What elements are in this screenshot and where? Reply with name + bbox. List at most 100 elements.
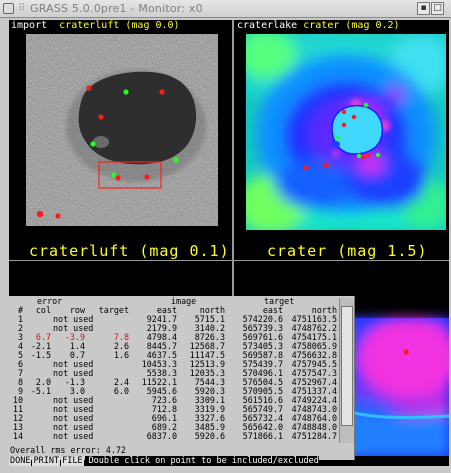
- table-row[interactable]: 12 not used 696.1 3327.6 565732.4 4748764.0: [9, 414, 347, 423]
- window-titlebar[interactable]: ⠿ GRASS 5.0.0pre1 - Monitor: x0 ▪ □: [0, 0, 451, 18]
- cell-tn: 4756632.8: [291, 350, 337, 360]
- table-row[interactable]: 4 -2.1 1.4 2.6 8445.7 12568.7 573405.3 4758065.…: [9, 342, 347, 351]
- table-row[interactable]: 13 not used 689.2 3485.9 565642.0 4748848.0: [9, 423, 347, 432]
- aerial-photo-image[interactable]: [26, 34, 218, 226]
- cell-te: 565739.3: [242, 323, 283, 333]
- cell-tgt: 2.6: [113, 341, 129, 351]
- cell-row: not used: [53, 314, 94, 324]
- monitor-display[interactable]: import craterluft (mag 0.0) craterlake c…: [9, 20, 449, 466]
- cell-n: 2: [17, 323, 23, 333]
- table-row[interactable]: 10 not used 723.6 3309.1 561516.6 4749224.4: [9, 396, 347, 405]
- table-scrollbar[interactable]: [339, 298, 354, 443]
- cell-row: not used: [53, 395, 94, 405]
- table-row[interactable]: 11 not used 712.8 3319.9 565749.7 4748743.0: [9, 405, 347, 414]
- print-button[interactable]: PRINT: [32, 456, 61, 466]
- scrollbar-thumb[interactable]: [341, 306, 353, 426]
- cell-row: not used: [53, 359, 94, 369]
- cell-te: 574220.6: [242, 314, 283, 324]
- table-row[interactable]: 1 not used 9241.7 5715.1 574220.6 4751163.5: [9, 315, 347, 324]
- maximize-icon[interactable]: □: [431, 2, 444, 15]
- cell-ie: 5945.6: [146, 386, 177, 396]
- cell-tn: 4751284.7: [291, 431, 337, 441]
- table-row[interactable]: 3 6.7 -3.9 7.8 4798.4 8726.3 569761.6 4754175.1: [9, 333, 347, 342]
- cell-row: 1.4: [69, 341, 85, 351]
- cell-ie: 712.8: [151, 404, 177, 414]
- cell-n: 9: [17, 386, 23, 396]
- cell-te: 570905.5: [242, 386, 283, 396]
- cell-row: 0.7: [69, 350, 85, 360]
- right-panel-title: craterlake crater (mag 0.2): [237, 20, 400, 31]
- app-menu-icon[interactable]: [3, 3, 14, 14]
- col-header-image-north: north: [199, 305, 225, 315]
- drag-grip-icon: ⠿: [18, 3, 26, 14]
- control-points-table[interactable]: error image target # col row target east…: [9, 296, 355, 460]
- cell-ie: 2179.9: [146, 323, 177, 333]
- cell-in: 5715.1: [194, 314, 225, 324]
- cell-in: 7544.3: [194, 377, 225, 387]
- table-row[interactable]: 9 -5.1 3.0 6.0 5945.6 5920.3 570905.5 4751337.4: [9, 387, 347, 396]
- cell-col: -5.1: [30, 386, 51, 396]
- cell-in: 12513.9: [189, 359, 225, 369]
- cell-tn: 4757547.3: [291, 368, 337, 378]
- target-group-header: target: [264, 296, 295, 306]
- cell-tn: 4748764.0: [291, 413, 337, 423]
- minimize-icon[interactable]: ▪: [417, 2, 430, 15]
- col-header-num: #: [17, 305, 23, 315]
- table-row[interactable]: 14 not used 6837.0 5920.6 571866.1 4751284.7: [9, 432, 347, 441]
- cell-row: -1.3: [64, 377, 85, 387]
- elevation-map-image[interactable]: [246, 34, 446, 230]
- left-panel-title: import craterluft (mag 0.0): [11, 20, 180, 31]
- cell-te: 561516.6: [242, 395, 283, 405]
- cell-tn: 4758065.9: [291, 341, 337, 351]
- table-row[interactable]: 7 not used 5538.3 12035.3 570496.1 4757547.3: [9, 369, 347, 378]
- cell-tgt: 6.0: [113, 386, 129, 396]
- cell-te: 576504.5: [242, 377, 283, 387]
- cell-te: 565749.7: [242, 404, 283, 414]
- file-button[interactable]: FILE: [61, 456, 84, 466]
- col-header-target-north: north: [311, 305, 337, 315]
- cell-n: 1: [17, 314, 23, 324]
- table-row[interactable]: 2 not used 2179.9 3140.2 565739.3 4748762.2: [9, 324, 347, 333]
- cell-ie: 9241.7: [146, 314, 177, 324]
- cell-row: not used: [53, 431, 94, 441]
- cell-te: 565642.0: [242, 422, 283, 432]
- cell-row: -3.9: [64, 332, 85, 342]
- cell-n: 12: [12, 413, 23, 423]
- cell-ie: 4798.4: [146, 332, 177, 342]
- cell-tn: 4748848.0: [291, 422, 337, 432]
- col-header-target-east: east: [262, 305, 283, 315]
- cell-tgt: 1.6: [113, 350, 129, 360]
- table-row[interactable]: 5 -1.5 0.7 1.6 4637.5 11147.5 569587.8 4756632.…: [9, 351, 347, 360]
- cell-n: 14: [12, 431, 23, 441]
- cell-te: 565732.4: [242, 413, 283, 423]
- panel-divider-horizontal: [9, 260, 449, 261]
- cell-col: 2.0: [35, 377, 51, 387]
- cell-tn: 4749224.4: [291, 395, 337, 405]
- error-group-header: error: [37, 296, 63, 306]
- cell-tgt: 2.4: [113, 377, 129, 387]
- cell-ie: 11522.1: [141, 377, 177, 387]
- aerial-photo-svg: [26, 34, 218, 226]
- table-row[interactable]: 8 2.0 -1.3 2.4 11522.1 7544.3 576504.5 4752967.…: [9, 378, 347, 387]
- panel-divider-vertical: [232, 20, 234, 466]
- cell-te: 569761.6: [242, 332, 283, 342]
- cell-n: 13: [12, 422, 23, 432]
- cell-tn: 4754175.1: [291, 332, 337, 342]
- cell-n: 11: [12, 404, 23, 414]
- right-zoom-label: crater (mag 1.5): [267, 242, 428, 260]
- cell-row: not used: [53, 323, 94, 333]
- table-row[interactable]: 6 not used 10453.3 12513.9 575439.7 4757945.5: [9, 360, 347, 369]
- left-map-name: craterluft (mag 0.0): [59, 20, 180, 31]
- done-button[interactable]: DONE: [9, 456, 32, 466]
- elevation-map-svg: [246, 34, 446, 230]
- cell-te: 575439.7: [242, 359, 283, 369]
- table-header-row: # col row target east north east north: [9, 306, 347, 315]
- cell-row: not used: [53, 368, 94, 378]
- cell-in: 12035.3: [189, 368, 225, 378]
- mode-label: import: [11, 20, 48, 31]
- cell-te: 570496.1: [242, 368, 283, 378]
- cell-ie: 723.6: [151, 395, 177, 405]
- cell-tn: 4752967.4: [291, 377, 337, 387]
- cell-n: 5: [17, 350, 23, 360]
- cell-n: 4: [17, 341, 23, 351]
